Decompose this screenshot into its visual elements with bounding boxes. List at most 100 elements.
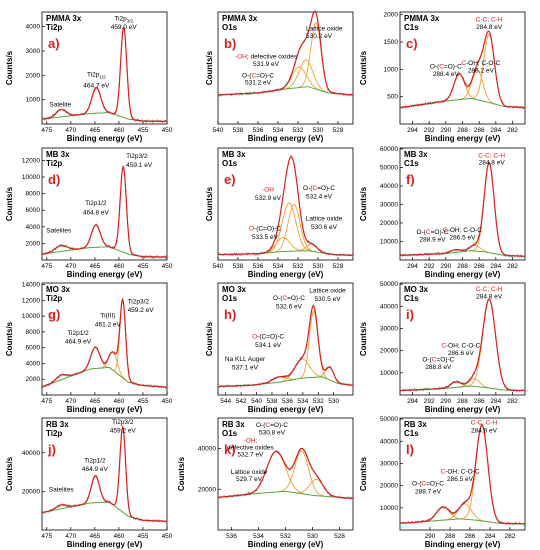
x-tick-label: 475 — [41, 398, 52, 405]
background-line — [42, 112, 167, 122]
fit-envelope — [399, 298, 525, 392]
x-tick-label: 530 — [313, 127, 324, 134]
panel-region: C1s — [404, 294, 419, 303]
panel-g: 475 470 465 460 455 450 2000 4000 6000 8000 10000 1… — [5, 282, 173, 414]
x-tick-label: 540 — [213, 127, 224, 134]
x-tick-label: 530 — [313, 263, 324, 270]
x-tick-label: 284 — [485, 533, 496, 540]
peak-annotation: 286.5 eV — [447, 476, 474, 483]
y-tick-label: 4000 — [26, 24, 41, 31]
x-tick-label: 465 — [89, 127, 100, 134]
component-peak-2 — [41, 351, 167, 388]
x-tick-label: 282 — [507, 127, 518, 134]
x-tick-label: 286 — [474, 263, 485, 270]
x-tick-label: 286 — [474, 398, 485, 405]
component-peak-4 — [41, 366, 167, 388]
peak-annotation: O-(C=O)-C — [430, 63, 462, 70]
peak-annotation: 532.9 eV — [255, 195, 282, 202]
x-tick-label: 284 — [490, 263, 501, 270]
peak-annotation: -OH; — [244, 437, 258, 444]
peak-annotation: C-OH; C-O-C — [441, 342, 480, 349]
panel-region: O1s — [222, 23, 238, 32]
y-tick-label: 60000 — [380, 146, 398, 153]
panel-region: Ti2p — [46, 159, 62, 168]
fit-envelope — [42, 26, 167, 122]
peak-annotation: Ti2p1/2 — [85, 200, 107, 207]
peak-annotation: Na KLL Auger — [225, 356, 266, 363]
x-tick-label: 532 — [293, 127, 304, 134]
panel-letter: h) — [224, 307, 236, 322]
x-tick-label: 544 — [220, 398, 231, 405]
x-tick-label: 470 — [65, 398, 76, 405]
x-tick-label: 536 — [253, 263, 264, 270]
panel-region: C1s — [404, 23, 419, 32]
y-tick-label: 8000 — [26, 329, 41, 336]
x-tick-label: 286 — [474, 127, 485, 134]
y-tick-label: 500 — [387, 94, 398, 101]
plot-frame — [399, 282, 526, 396]
y-tick-label: 1000 — [26, 97, 41, 104]
y-tick-label: 40000 — [198, 446, 216, 453]
y-tick-label: 30000 — [380, 201, 398, 208]
peak-annotation: Lattice oxide — [231, 469, 268, 476]
component-peak-1 — [217, 310, 354, 387]
y-tick-label: 20000 — [380, 220, 398, 227]
x-tick-label: 528 — [334, 533, 345, 540]
x-axis-label: Binding energy (eV) — [248, 134, 324, 143]
peak-annotation: Ti2p1/2 — [67, 330, 89, 337]
panel-letter: f) — [406, 172, 415, 187]
x-tick-label: 290 — [440, 127, 451, 134]
peak-annotation: Satelites — [49, 486, 75, 493]
peak-annotation: defective oxides — [227, 445, 274, 452]
panel-b: 540 538 536 534 532 530 528 Binding energy (eV)… — [205, 10, 354, 143]
panel-letter: a) — [48, 36, 60, 51]
peak-annotation: 464.9 eV — [65, 339, 92, 346]
y-tick-label: 2000 — [384, 12, 399, 19]
x-tick-label: 475 — [41, 533, 52, 540]
x-tick-label: 288 — [445, 533, 456, 540]
panel-sample: PMMA 3x — [46, 14, 82, 23]
panel-region: Ti2p — [46, 294, 62, 303]
x-tick-label: 282 — [507, 263, 518, 270]
y-tick-label: 12000 — [22, 297, 40, 304]
peak-annotation: 530.2 eV — [306, 33, 333, 40]
panel-e: 540 538 536 534 532 530 528 Binding energy (eV)… — [205, 147, 354, 279]
x-tick-label: 528 — [333, 127, 344, 134]
peak-annotation: O-(C=O)-C — [242, 72, 274, 79]
peak-annotation: 288.4 eV — [433, 71, 460, 78]
panel-region: O1s — [222, 429, 238, 438]
panel-region: O1s — [222, 294, 238, 303]
peak-annotation: -OH — [262, 187, 274, 194]
x-tick-label: 465 — [89, 533, 100, 540]
x-tick-label: 290 — [440, 263, 451, 270]
fit-envelope — [217, 305, 354, 388]
y-tick-label: 1500 — [384, 39, 399, 46]
peak-annotation: 459.0 eV — [111, 24, 138, 31]
y-tick-label: 10000 — [22, 174, 40, 181]
y-tick-label: 6000 — [26, 345, 41, 352]
peak-annotation: Ti(III) — [100, 313, 115, 320]
panel-d: 475 470 465 460 455 450 2000 4000 6000 8000 10000 1… — [5, 147, 173, 279]
x-tick-label: 290 — [425, 533, 436, 540]
y-tick-label: 10000 — [22, 313, 40, 320]
plot-frame — [41, 417, 168, 531]
panel-sample: MB 3x — [46, 150, 70, 159]
y-tick-label: 4000 — [26, 224, 41, 231]
peak-annotation: 464.8 eV — [83, 209, 110, 216]
peak-annotation: 537.1 eV — [232, 364, 259, 371]
y-tick-label: 40000 — [380, 303, 398, 310]
x-axis-label: Binding energy (eV) — [248, 540, 324, 549]
fit-envelope — [218, 448, 353, 499]
peak-annotation: 284.8 eV — [476, 24, 503, 31]
x-tick-label: 292 — [424, 263, 435, 270]
peak-annotation: O-(C=O)-C — [412, 481, 444, 488]
y-tick-label: 10000 — [380, 505, 398, 512]
peak-annotation: O-(C=O)-C — [256, 422, 288, 429]
x-tick-label: 530 — [307, 533, 318, 540]
peak-annotation: O-(C=O)-C — [303, 185, 335, 192]
panel-letter: j) — [47, 442, 56, 457]
peak-annotation: 288.9 eV — [419, 236, 446, 243]
x-tick-label: 460 — [113, 533, 124, 540]
x-tick-label: 294 — [407, 263, 418, 270]
